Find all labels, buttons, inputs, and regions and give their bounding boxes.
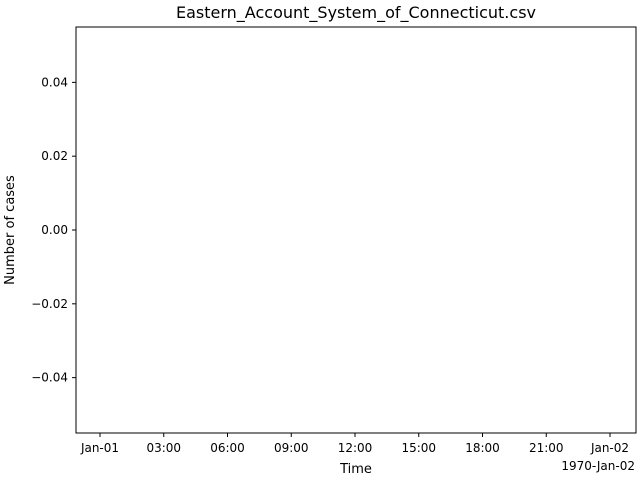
x-tick-label: Jan-02	[590, 441, 629, 455]
y-tick-label: −0.02	[31, 297, 68, 311]
plot-frame	[75, 26, 637, 434]
x-tick-label: 21:00	[529, 441, 564, 455]
plot-area	[76, 27, 636, 433]
y-tick-label: 0.04	[41, 75, 68, 89]
y-tick-label: 0.02	[41, 149, 68, 163]
x-tick-label: 12:00	[338, 441, 373, 455]
x-axis: Jan-01 03:00 06:00 09:00 12:00 15:00 18:00 21:0…	[80, 433, 629, 455]
x-tick-label: 15:00	[401, 441, 436, 455]
x-tick-label: 06:00	[210, 441, 245, 455]
y-tick-label: 0.00	[41, 223, 68, 237]
x-tick-label: Jan-01	[80, 441, 119, 455]
y-tick-label: −0.04	[31, 371, 68, 385]
x-tick-label: 18:00	[465, 441, 500, 455]
chart-title: Eastern_Account_System_of_Connecticut.cs…	[176, 3, 536, 23]
x-axis-offset-label: 1970-Jan-02	[561, 459, 635, 473]
x-tick-label: 09:00	[274, 441, 309, 455]
x-axis-label: Time	[339, 462, 372, 477]
x-tick-label: 03:00	[146, 441, 181, 455]
y-axis: 0.04 0.02 0.00 −0.02 −0.04	[31, 75, 76, 385]
y-axis-label: Number of cases	[3, 175, 18, 285]
